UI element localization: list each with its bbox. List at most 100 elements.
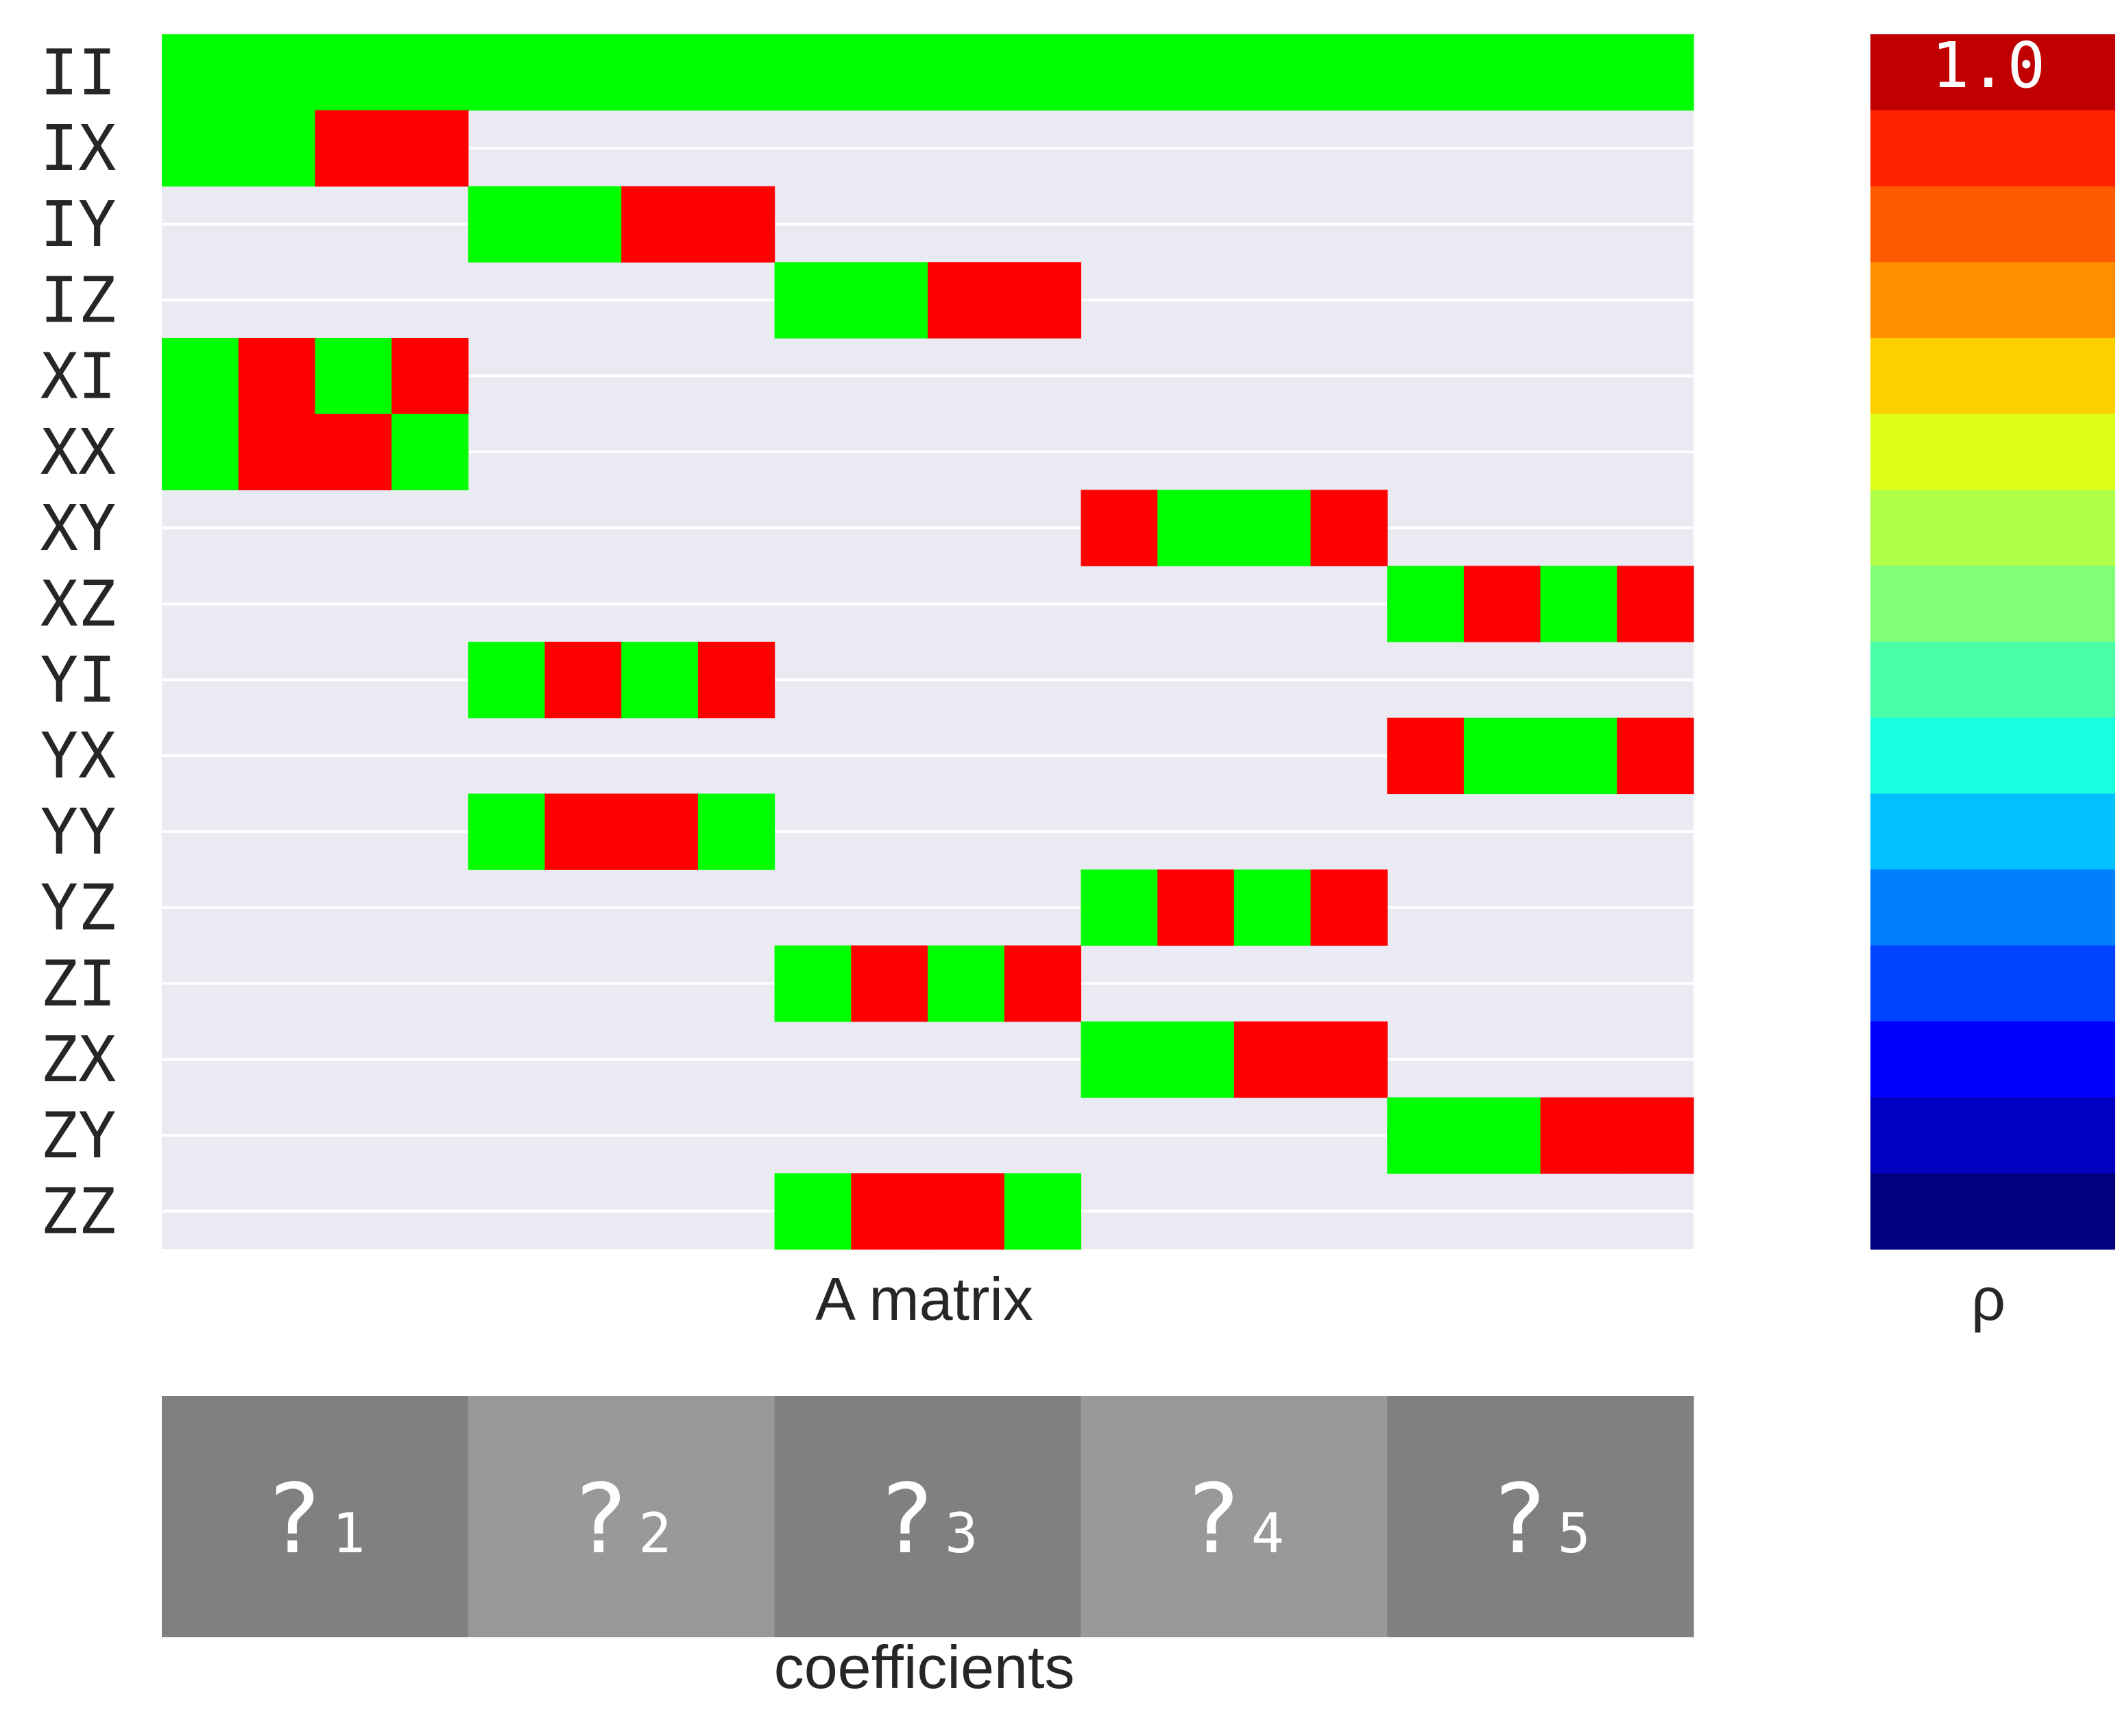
matrix-cell-ix-2 [238, 110, 315, 187]
row-label-yy: YY [40, 795, 117, 869]
matrix-cell-yy-7 [621, 793, 699, 870]
colorbar-segment [1870, 945, 2115, 1022]
matrix-cell-xi-3 [315, 338, 392, 415]
matrix-cell-xz-20 [1617, 566, 1694, 642]
colorbar-segment [1870, 566, 2115, 642]
matrix-cell-ii-9 [774, 34, 852, 111]
matrix-cell-yi-8 [697, 642, 775, 719]
matrix-cell-iy-6 [544, 186, 622, 263]
coefficients-heatmap: ? 1 ? 2 ? 3 ? 4 ? 5 [162, 1396, 1694, 1637]
matrix-cell-iy-7 [621, 186, 699, 263]
matrix-cell-yz-15 [1233, 869, 1312, 946]
matrix-cell-iz-9 [774, 262, 852, 339]
colorbar-segment [1870, 186, 2115, 263]
matrix-cell-zy-19 [1540, 1097, 1617, 1174]
matrix-cell-ix-1 [162, 110, 239, 187]
matrix-cell-ii-16 [1310, 34, 1388, 111]
matrix-cell-zy-17 [1387, 1097, 1465, 1174]
colorbar-top-label: 1.0 [1931, 29, 2045, 102]
matrix-cell-ii-15 [1233, 34, 1312, 111]
a-matrix-heatmap [162, 34, 1694, 1250]
matrix-cell-ii-2 [238, 34, 315, 111]
colorbar-xlabel: ρ [1971, 1265, 2005, 1333]
matrix-cell-ii-3 [315, 34, 392, 111]
matrix-cell-ii-14 [1157, 34, 1235, 111]
matrix-cell-yz-16 [1310, 869, 1388, 946]
row-label-iz: IZ [40, 264, 117, 337]
row-label-xi: XI [40, 339, 117, 413]
matrix-cell-yy-5 [468, 793, 546, 870]
matrix-cell-ii-12 [1004, 34, 1081, 111]
row-label-zi: ZI [40, 947, 117, 1020]
matrix-cell-xx-3 [315, 413, 392, 491]
row-label-yz: YZ [40, 871, 117, 945]
matrix-cell-yx-19 [1540, 717, 1617, 795]
matrix-cell-xy-13 [1081, 490, 1158, 566]
matrix-cell-yy-6 [544, 793, 622, 870]
matrix-cell-ix-4 [392, 110, 469, 187]
coefficients-xlabel: coefficients [774, 1633, 1075, 1701]
row-label-xz: XZ [40, 568, 117, 641]
matrix-cell-xz-18 [1463, 566, 1541, 642]
matrix-cell-xy-15 [1233, 490, 1312, 566]
matrix-cell-yy-8 [697, 793, 775, 870]
matrix-cell-yi-6 [544, 642, 622, 719]
matrix-cell-zx-13 [1081, 1021, 1158, 1098]
matrix-cell-ii-7 [621, 34, 699, 111]
matrix-cell-yi-7 [621, 642, 699, 719]
row-label-xy: XY [40, 492, 117, 565]
matrix-cell-iz-11 [928, 262, 1005, 339]
matrix-cell-yx-20 [1617, 717, 1694, 795]
matrix-cell-zi-11 [928, 945, 1005, 1022]
matrix-cell-yz-14 [1157, 869, 1235, 946]
colorbar-segment [1870, 869, 2115, 946]
matrix-cell-zi-9 [774, 945, 852, 1022]
coefficient-label-2: ? 2 [571, 1464, 671, 1576]
coefficient-label-3: ? 3 [878, 1464, 978, 1576]
row-label-iy: IY [40, 188, 117, 261]
matrix-cell-ii-20 [1617, 34, 1694, 111]
matrix-cell-xx-2 [238, 413, 315, 491]
matrix-cell-zi-10 [851, 945, 928, 1022]
matrix-cell-xy-16 [1310, 490, 1388, 566]
colorbar-segment [1870, 642, 2115, 719]
colorbar-segment [1870, 1097, 2115, 1174]
matrix-cell-iz-10 [851, 262, 928, 339]
matrix-cell-xi-1 [162, 338, 239, 415]
matrix-cell-ii-5 [468, 34, 546, 111]
colorbar-segment [1870, 490, 2115, 566]
coefficient-label-5: ? 5 [1490, 1464, 1590, 1576]
matrix-cell-ii-8 [697, 34, 775, 111]
row-label-zy: ZY [40, 1099, 117, 1172]
matrix-cell-ii-17 [1387, 34, 1465, 111]
row-label-xx: XX [40, 415, 117, 489]
colorbar-segment [1870, 1021, 2115, 1098]
matrix-cell-ix-3 [315, 110, 392, 187]
matrix-cell-ii-19 [1540, 34, 1617, 111]
matrix-cell-zz-9 [774, 1173, 852, 1250]
coefficient-cell-5 [1387, 1396, 1694, 1637]
colorbar-segment [1870, 110, 2115, 187]
matrix-cell-zz-12 [1004, 1173, 1081, 1250]
matrix-cell-yx-18 [1463, 717, 1541, 795]
coefficient-cell-2 [468, 1396, 775, 1637]
matrix-cell-iy-5 [468, 186, 546, 263]
coefficient-cell-1 [162, 1396, 469, 1637]
row-label-zz: ZZ [40, 1175, 117, 1249]
a-matrix-xlabel: A matrix [815, 1265, 1033, 1333]
matrix-cell-zz-10 [851, 1173, 928, 1250]
row-label-yi: YI [40, 643, 117, 716]
colorbar-segment [1870, 793, 2115, 870]
matrix-cell-ii-10 [851, 34, 928, 111]
matrix-cell-ii-13 [1081, 34, 1158, 111]
matrix-cell-xi-4 [392, 338, 469, 415]
matrix-cell-ii-1 [162, 34, 239, 111]
row-label-ix: IX [40, 112, 117, 185]
matrix-cell-ii-4 [392, 34, 469, 111]
colorbar-segment [1870, 262, 2115, 339]
matrix-cell-yi-5 [468, 642, 546, 719]
coefficient-label-4: ? 4 [1184, 1464, 1284, 1576]
row-label-yx: YX [40, 719, 117, 793]
row-label-zx: ZX [40, 1023, 117, 1096]
matrix-cell-zx-15 [1233, 1021, 1312, 1098]
